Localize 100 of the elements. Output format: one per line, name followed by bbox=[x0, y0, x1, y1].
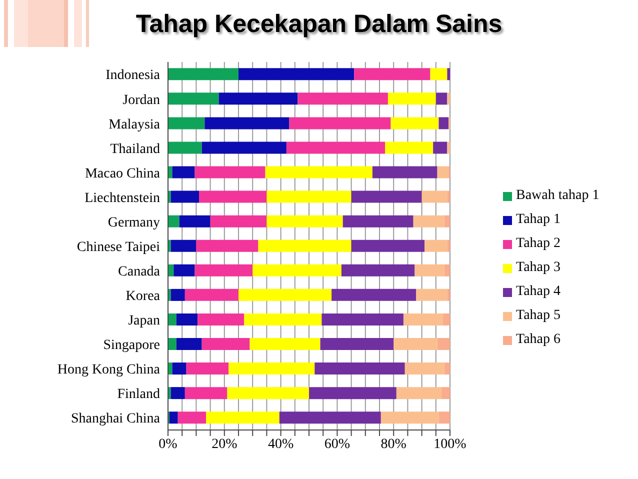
bar bbox=[228, 362, 315, 375]
bar bbox=[422, 190, 448, 203]
bar bbox=[218, 92, 298, 105]
bar bbox=[442, 313, 450, 326]
bar bbox=[210, 215, 267, 228]
bar bbox=[199, 190, 267, 203]
bar bbox=[169, 412, 178, 424]
bar bbox=[351, 190, 422, 203]
y-tick-label: Chinese Taipei bbox=[76, 240, 160, 255]
bar bbox=[447, 288, 450, 301]
bar bbox=[170, 240, 196, 252]
y-tick-label: Singapore bbox=[103, 338, 160, 354]
y-tick-label: Malaysia bbox=[108, 117, 161, 132]
bar bbox=[174, 264, 195, 276]
bar bbox=[447, 240, 450, 252]
bar bbox=[372, 166, 438, 178]
bar bbox=[380, 412, 439, 424]
bar bbox=[437, 166, 449, 178]
bar bbox=[444, 264, 450, 276]
bar bbox=[388, 92, 436, 105]
bar bbox=[433, 142, 448, 154]
bar bbox=[252, 264, 342, 276]
bar bbox=[168, 313, 176, 326]
bar bbox=[416, 288, 448, 301]
bar bbox=[238, 68, 354, 80]
bar bbox=[394, 338, 438, 350]
bar bbox=[298, 92, 388, 105]
x-tick-label: 40% bbox=[268, 436, 294, 452]
x-tick-label: 20% bbox=[212, 436, 238, 452]
bar bbox=[390, 117, 439, 130]
legend-label: Bawah tahap 1 bbox=[516, 188, 600, 204]
x-tick-label: 80% bbox=[380, 436, 407, 452]
legend-label: Tahap 3 bbox=[516, 260, 561, 276]
bar bbox=[309, 387, 396, 400]
bar bbox=[354, 68, 430, 80]
y-tick-label: Jordan bbox=[122, 92, 160, 108]
bar bbox=[168, 142, 202, 154]
bar bbox=[436, 92, 448, 105]
bar bbox=[444, 215, 450, 228]
y-tick-label: Finland bbox=[117, 387, 160, 402]
bar bbox=[184, 387, 228, 400]
bar bbox=[447, 142, 450, 154]
bar bbox=[186, 362, 229, 375]
bar bbox=[447, 190, 450, 203]
bar bbox=[179, 215, 210, 228]
bar bbox=[227, 387, 309, 400]
y-tick-label: Korea bbox=[126, 289, 161, 304]
bar bbox=[168, 68, 238, 80]
y-tick-label: Hong Kong China bbox=[57, 362, 161, 378]
bar bbox=[176, 338, 202, 350]
y-tick-label: Canada bbox=[118, 264, 161, 280]
bar bbox=[385, 142, 434, 154]
bar bbox=[196, 240, 258, 252]
bar bbox=[266, 215, 343, 228]
legend-label: Tahap 6 bbox=[516, 332, 561, 348]
bar bbox=[206, 412, 280, 424]
bar bbox=[172, 362, 186, 375]
bar bbox=[424, 240, 448, 252]
bar bbox=[414, 264, 444, 276]
bar bbox=[266, 190, 352, 203]
bar bbox=[404, 362, 444, 375]
y-tick-label: Indonesia bbox=[106, 68, 161, 84]
x-tick-label: 0% bbox=[158, 436, 178, 452]
bar bbox=[437, 338, 450, 350]
legend-label: Tahap 2 bbox=[516, 236, 561, 252]
bar bbox=[168, 215, 180, 228]
bar bbox=[170, 288, 185, 301]
bar bbox=[204, 117, 290, 130]
bar bbox=[332, 288, 416, 301]
bar bbox=[238, 288, 332, 301]
bar bbox=[289, 117, 391, 130]
bar bbox=[172, 166, 195, 178]
bar bbox=[194, 264, 253, 276]
bar bbox=[198, 313, 244, 326]
bar bbox=[403, 313, 443, 326]
bar bbox=[168, 117, 205, 130]
bar bbox=[184, 288, 238, 301]
bar bbox=[442, 387, 450, 400]
bar bbox=[168, 92, 219, 105]
y-tick-label: Japan bbox=[128, 314, 160, 329]
bar bbox=[258, 240, 352, 252]
bar bbox=[438, 412, 450, 424]
bar bbox=[438, 117, 449, 130]
y-tick-label: Thailand bbox=[110, 142, 160, 157]
x-tick-label: 60% bbox=[324, 436, 350, 452]
bar bbox=[342, 215, 414, 228]
legend-label: Tahap 4 bbox=[516, 284, 561, 300]
chart-title: Tahap Kecekapan Dalam Sains bbox=[134, 10, 504, 39]
y-tick-label: Macao China bbox=[84, 166, 161, 182]
legend-label: Tahap 5 bbox=[516, 308, 561, 324]
y-tick-label: Shanghai China bbox=[70, 412, 161, 427]
bar bbox=[202, 338, 250, 350]
y-tick-label: Germany bbox=[108, 215, 160, 230]
bar bbox=[314, 362, 405, 375]
bar bbox=[286, 142, 386, 154]
bar bbox=[202, 142, 286, 154]
bar bbox=[176, 313, 198, 326]
bar bbox=[178, 412, 206, 424]
bar bbox=[447, 92, 450, 105]
bar bbox=[447, 68, 450, 80]
